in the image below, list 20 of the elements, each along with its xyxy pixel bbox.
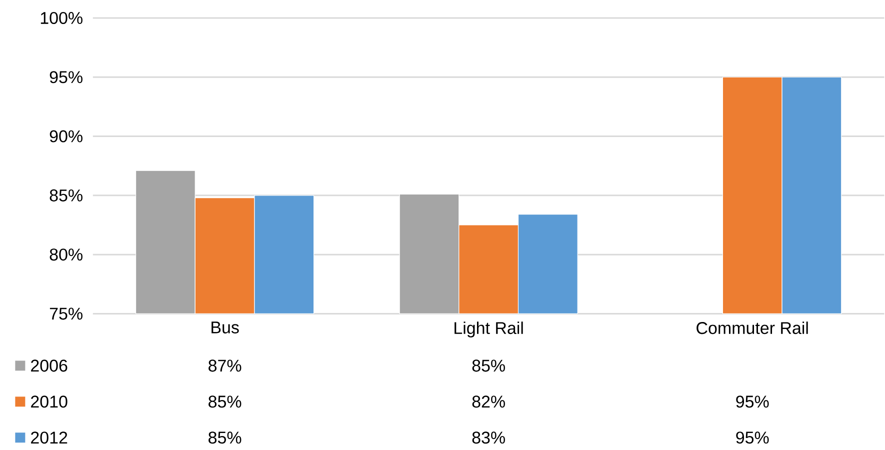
y-tick-label: 100% [40, 12, 82, 24]
legend-label: 2010 [31, 396, 68, 408]
y-tick-label: 85% [50, 190, 82, 202]
x-tick-label: Commuter Rail [696, 322, 808, 334]
legend-label: 2006 [31, 360, 68, 372]
x-tick-label: Bus [212, 322, 239, 334]
data-label: 82% [472, 396, 505, 408]
data-label: 85% [208, 432, 242, 444]
data-label: 85% [472, 360, 505, 372]
data-label: 95% [736, 432, 769, 444]
y-tick-label: 75% [50, 308, 82, 320]
data-label: 95% [736, 396, 769, 408]
y-tick-label: 80% [50, 248, 82, 261]
data-label: 87% [208, 360, 242, 372]
x-tick-label: Light Rail [454, 322, 523, 338]
y-tick-label: 90% [50, 130, 82, 142]
y-tick-label: 95% [50, 71, 82, 84]
data-label: 83% [472, 432, 505, 444]
data-label: 85% [208, 396, 242, 408]
legend-label: 2012 [31, 432, 68, 444]
